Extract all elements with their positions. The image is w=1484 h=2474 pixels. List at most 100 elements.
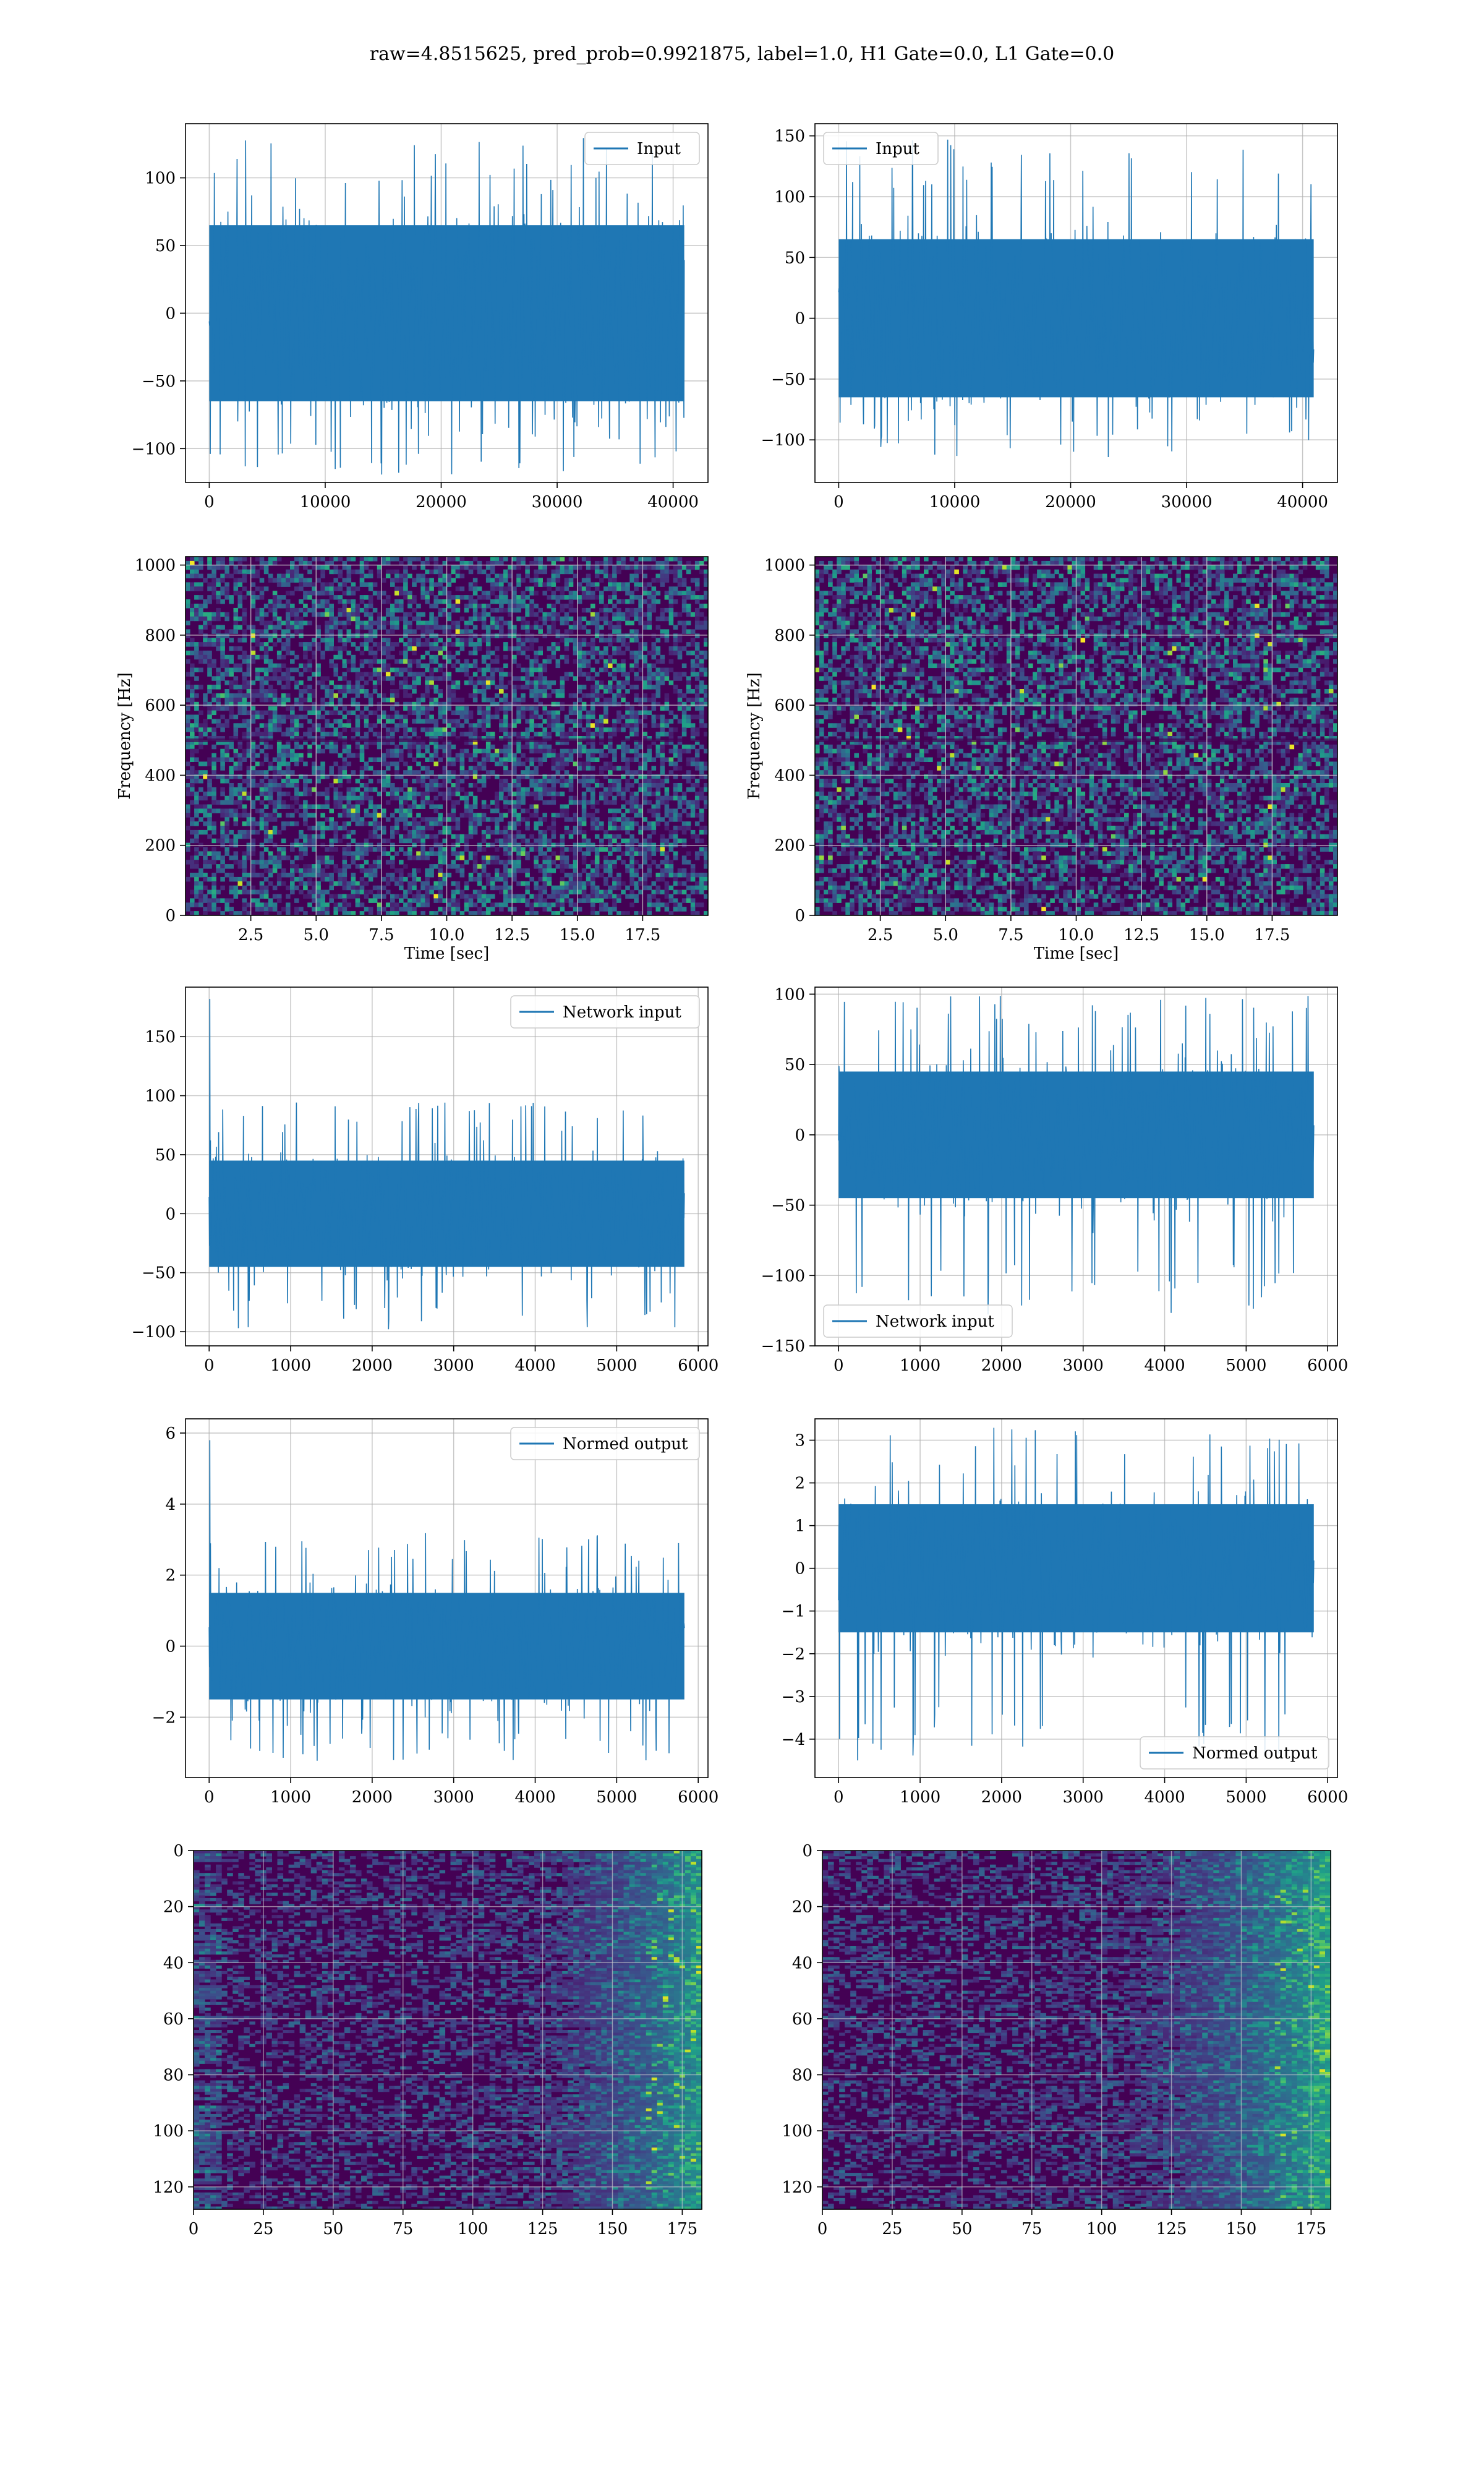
spectrogram-cell <box>194 860 199 865</box>
spectrogram-cell <box>338 638 343 643</box>
spectrogram-cell <box>255 612 260 617</box>
spectrogram-cell <box>286 774 291 779</box>
spectrogram-cell <box>224 616 229 622</box>
spectrogram-cell <box>438 864 443 869</box>
spectrogram-cell <box>294 757 299 762</box>
spectrogram-cell <box>359 557 365 562</box>
spectrogram-cell <box>564 676 569 681</box>
spectrogram-cell <box>276 864 282 869</box>
spectrogram-cell <box>390 795 395 801</box>
spectrogram-cell <box>412 740 417 745</box>
spectrogram-cell <box>290 770 295 775</box>
spectrogram-cell <box>299 813 304 818</box>
spectrogram-cell <box>490 591 495 596</box>
spectrogram-cell <box>403 838 408 844</box>
spectrogram-cell <box>560 723 565 728</box>
spectrogram-cell <box>451 808 456 813</box>
spectrogram-cell <box>412 838 417 844</box>
spectrogram-cell <box>338 804 343 809</box>
spectrogram-cell <box>390 791 395 797</box>
spectrogram-cell <box>255 898 260 903</box>
spectrogram-cell <box>560 779 565 784</box>
spectrogram-cell <box>542 813 547 818</box>
spectrogram-cell <box>333 732 338 737</box>
spectrogram-cell <box>190 740 195 745</box>
spectrogram-cell <box>368 573 373 579</box>
spectrogram-cell <box>603 881 608 886</box>
spectrogram-cell <box>438 898 443 903</box>
spectrogram-cell <box>521 847 526 852</box>
spectrogram-cell <box>481 902 487 907</box>
spectrogram-cell <box>586 761 591 766</box>
spectrogram-cell <box>364 736 369 741</box>
spectrogram-cell <box>485 706 491 711</box>
spectrogram-cell <box>263 876 269 882</box>
spectrogram-cell <box>364 646 369 651</box>
spectrogram-cell <box>198 732 203 737</box>
spectrogram-cell <box>442 873 448 878</box>
spectrogram-cell <box>516 834 521 839</box>
spectrogram-cell <box>407 672 412 677</box>
spectrogram-cell <box>385 902 391 907</box>
spectrogram-cell <box>186 791 190 797</box>
spectrogram-cell <box>338 654 343 660</box>
spectrogram-cell <box>534 612 539 617</box>
spectrogram-cell <box>621 638 626 643</box>
spectrogram-cell <box>268 663 273 669</box>
spectrogram-cell <box>399 723 404 728</box>
spectrogram-cell <box>625 689 630 694</box>
spectrogram-cell <box>621 616 626 622</box>
spectrogram-cell <box>581 578 587 583</box>
spectrogram-cell <box>529 757 534 762</box>
spectrogram-cell <box>612 625 617 630</box>
spectrogram-cell <box>299 868 304 873</box>
spectrogram-cell <box>468 757 474 762</box>
spectrogram-cell <box>355 804 360 809</box>
spectrogram-cell <box>281 620 286 626</box>
spectrogram-cell <box>390 569 395 575</box>
spectrogram-cell <box>485 560 491 566</box>
spectrogram-cell <box>286 569 291 575</box>
spectrogram-cell <box>216 607 221 613</box>
spectrogram-cell <box>521 787 526 792</box>
spectrogram-cell <box>403 667 408 672</box>
spectrogram-cell <box>420 791 425 797</box>
spectrogram-cell <box>276 873 282 878</box>
spectrogram-cell <box>229 898 234 903</box>
spectrogram-cell <box>586 851 591 856</box>
spectrogram-cell <box>442 672 448 677</box>
spectrogram-cell <box>316 885 321 891</box>
spectrogram-cell <box>263 569 269 575</box>
spectrogram-cell <box>577 889 582 895</box>
spectrogram-cell <box>499 860 504 865</box>
spectrogram-cell <box>303 740 308 745</box>
spectrogram-cell <box>416 774 421 779</box>
spectrogram-cell <box>416 813 421 818</box>
spectrogram-cell <box>612 748 617 754</box>
spectrogram-cell <box>468 650 474 656</box>
spectrogram-cell <box>203 851 208 856</box>
spectrogram-cell <box>438 821 443 826</box>
spectrogram-cell <box>303 787 308 792</box>
spectrogram-cell <box>281 595 286 600</box>
y-tick-label: 100 <box>145 169 176 188</box>
spectrogram-cell <box>416 697 421 703</box>
spectrogram-cell <box>468 736 474 741</box>
spectrogram-cell <box>568 889 574 895</box>
spectrogram-cell <box>459 723 465 728</box>
spectrogram-cell <box>455 607 461 613</box>
spectrogram-cell <box>564 829 569 835</box>
spectrogram-cell <box>455 834 461 839</box>
spectrogram-cell <box>573 620 578 626</box>
spectrogram-cell <box>451 817 456 822</box>
spectrogram-cell <box>303 838 308 844</box>
spectrogram-cell <box>412 685 417 690</box>
spectrogram-cell <box>194 779 199 784</box>
spectrogram-cell <box>616 633 621 638</box>
spectrogram-cell <box>303 667 308 672</box>
spectrogram-cell <box>590 898 595 903</box>
spectrogram-cell <box>407 804 412 809</box>
spectrogram-cell <box>451 625 456 630</box>
spectrogram-cell <box>320 586 325 591</box>
spectrogram-cell <box>425 732 430 737</box>
